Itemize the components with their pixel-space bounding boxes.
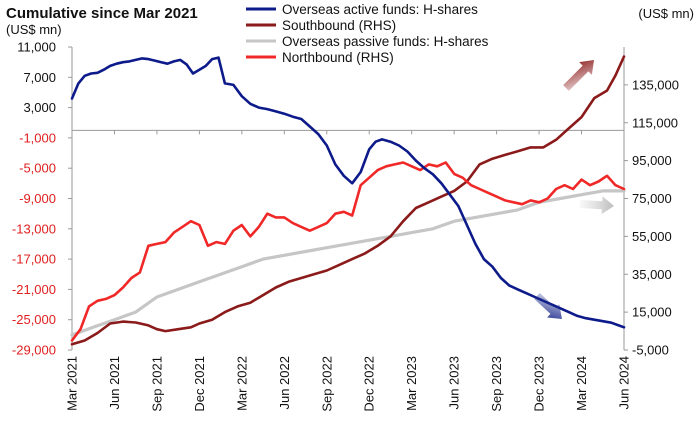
active-funds-arrow-shape (534, 293, 563, 320)
chart-title: Cumulative since Mar 2021 (6, 5, 198, 22)
series-line-overseas-active-funds-h-shares (70, 56, 626, 329)
x-tick-label: Sep 2021 (149, 356, 164, 412)
x-tick-label: Mar 2024 (574, 356, 589, 411)
southbound-arrow-shape (563, 59, 595, 91)
legend-label: Overseas active funds: H-shares (282, 2, 478, 17)
x-tick-label: Sep 2022 (319, 356, 334, 412)
series-line-overseas-passive-funds-h-shares (70, 189, 626, 337)
left-tick-label: -25,000 (12, 312, 56, 327)
x-tick-label: Mar 2021 (65, 356, 80, 411)
right-tick-label: 75,000 (632, 191, 672, 206)
passive-funds-arrow-shape (579, 196, 615, 215)
x-tick-label: Dec 2021 (192, 356, 207, 412)
left-tick-label: 7,000 (23, 70, 56, 85)
legend-label: Northbound (RHS) (282, 50, 394, 65)
legend: Overseas active funds: H-sharesSouthboun… (246, 2, 489, 65)
axes: 11,000 7,000 3,000 -1,000 -5,000 -9,000 -13,00… (12, 40, 679, 412)
left-tick-label: -13,000 (12, 221, 56, 236)
x-tick-label: Jun 2022 (277, 356, 292, 410)
left-tick-label: -1,000 (19, 130, 56, 145)
x-tick-label: Mar 2023 (404, 356, 419, 411)
x-tick-label: Sep 2023 (489, 356, 504, 412)
southbound-arrow (563, 59, 595, 91)
left-tick-label: -21,000 (12, 282, 56, 297)
right-axis-unit: (US$ mn) (638, 6, 694, 21)
right-tick-label: 35,000 (632, 267, 672, 282)
x-tick-label: Jun 2023 (447, 356, 462, 410)
left-tick-label: -17,000 (12, 252, 56, 267)
right-tick-label: 55,000 (632, 229, 672, 244)
left-tick-label: 3,000 (23, 100, 56, 115)
left-axis-unit: (US$ mn) (6, 22, 62, 37)
right-tick-label: 135,000 (632, 77, 679, 92)
right-tick-label: -5,000 (632, 343, 669, 358)
legend-label: Southbound (RHS) (282, 18, 396, 33)
series-layer (70, 55, 626, 346)
x-tick-label: Mar 2022 (234, 356, 249, 411)
right-tick-label: 115,000 (632, 115, 678, 130)
x-tick-label: Dec 2022 (362, 356, 377, 412)
left-tick-label: -5,000 (19, 161, 56, 176)
left-tick-label: -29,000 (12, 343, 56, 358)
right-tick-label: 15,000 (632, 305, 672, 320)
left-tick-label: 11,000 (17, 40, 56, 55)
left-tick-label: -9,000 (19, 191, 56, 206)
x-tick-label: Jun 2024 (617, 356, 632, 410)
series-line-southbound-rhs (70, 55, 626, 346)
annotation-layer (534, 59, 615, 320)
legend-label: Overseas passive funds: H-shares (282, 34, 489, 49)
passive-funds-arrow (579, 196, 615, 215)
series-line-northbound-rhs (70, 161, 626, 342)
x-tick-label: Dec 2023 (532, 356, 547, 412)
x-tick-label: Jun 2021 (107, 356, 122, 410)
right-tick-label: 95,000 (632, 153, 672, 168)
active-funds-arrow (534, 293, 563, 320)
